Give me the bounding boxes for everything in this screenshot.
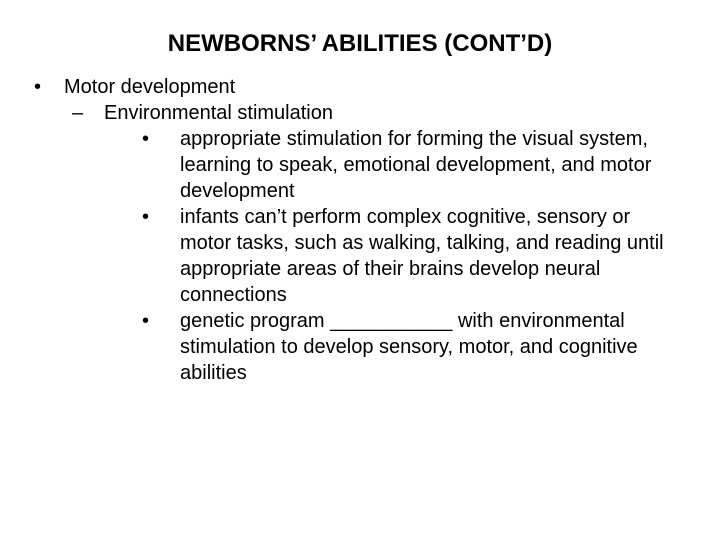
level1-text: Motor development bbox=[64, 74, 690, 100]
bullet-marker-l1: • bbox=[30, 74, 64, 386]
level3-text: infants can’t perform complex cognitive,… bbox=[180, 204, 690, 308]
bullet-level1: • Motor development – Environmental stim… bbox=[30, 74, 690, 386]
bullet-marker-l3: • bbox=[134, 308, 180, 386]
bullet-marker-l3: • bbox=[134, 204, 180, 308]
level3-text: genetic program ___________ with environ… bbox=[180, 308, 690, 386]
level2-text: Environmental stimulation bbox=[104, 100, 690, 126]
bullet-level3-item: • appropriate stimulation for forming th… bbox=[134, 126, 690, 204]
level3-text: appropriate stimulation for forming the … bbox=[180, 126, 690, 204]
bullet-marker-l2: – bbox=[64, 100, 104, 386]
bullet-level3-item: • infants can’t perform complex cognitiv… bbox=[134, 204, 690, 308]
bullet-level2: – Environmental stimulation • appropriat… bbox=[64, 100, 690, 386]
bullet-marker-l3: • bbox=[134, 126, 180, 204]
bullet-level3-item: • genetic program ___________ with envir… bbox=[134, 308, 690, 386]
slide-title: NEWBORNS’ ABILITIES (CONT’D) bbox=[30, 30, 690, 58]
